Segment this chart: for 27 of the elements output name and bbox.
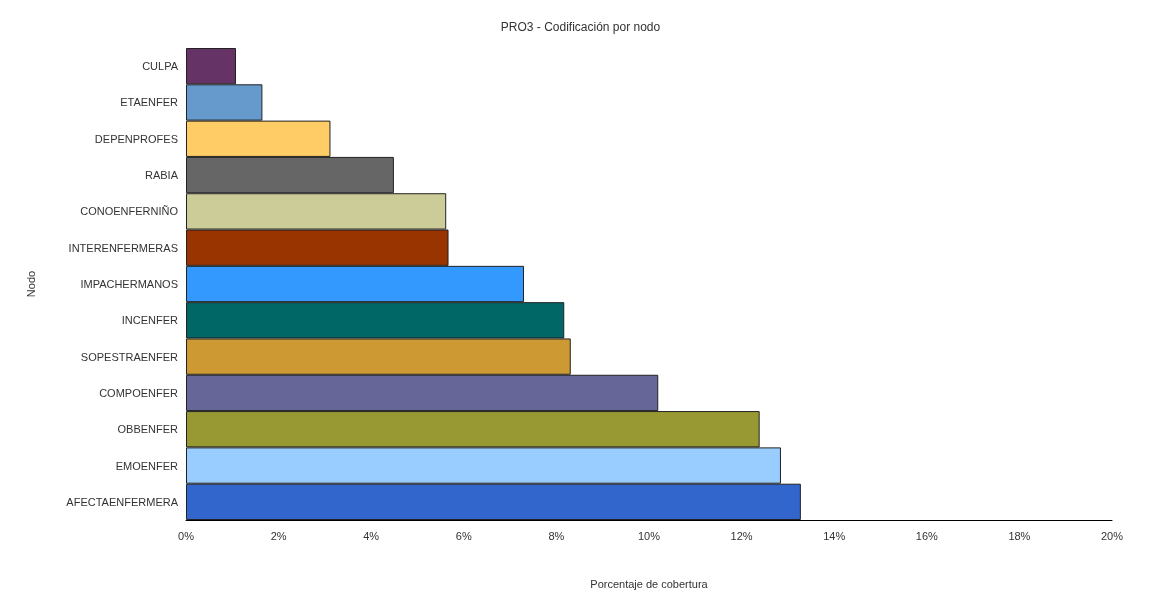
x-tick-label: 8% [548,529,565,542]
x-tick-label: 12% [730,529,753,542]
x-tick-label: 20% [1100,529,1124,542]
x-tick-label: 10% [637,529,661,542]
y-tick-label: EMOENFER [115,459,179,472]
x-tick-label: 16% [915,529,939,542]
x-tick-label: 0% [178,529,195,542]
y-tick-label: INTERENFERMERAS [68,241,178,254]
y-tick-label: DEPENPROFES [94,132,178,145]
y-tick-label: CONOENFERNIÑO [80,205,179,218]
y-tick-label: SOPESTRAENFER [80,350,179,363]
x-tick-label: 18% [1008,529,1031,542]
y-tick-label: OBBENFER [117,423,179,436]
y-tick-label: INCENFER [121,314,179,327]
chart-title: PRO3 - Codificación por nodo [500,20,661,34]
y-tick-label: RABIA [144,169,179,182]
x-tick-label: 6% [455,529,472,542]
y-tick-label: ETAENFER [120,96,179,109]
y-tick-label: IMPACHERMANOS [80,278,178,290]
y-tick-label: CULPA [142,60,179,73]
y-tick-label: AFECTAENFERMERA [66,495,179,508]
y-axis-title: Nodo [24,270,37,298]
x-tick-label: 2% [270,529,287,542]
x-tick-label: 14% [823,529,846,542]
x-axis-title: Porcentaje de cobertura [590,577,709,590]
y-tick-label: COMPOENFER [99,386,179,399]
x-tick-label: 4% [363,529,380,542]
